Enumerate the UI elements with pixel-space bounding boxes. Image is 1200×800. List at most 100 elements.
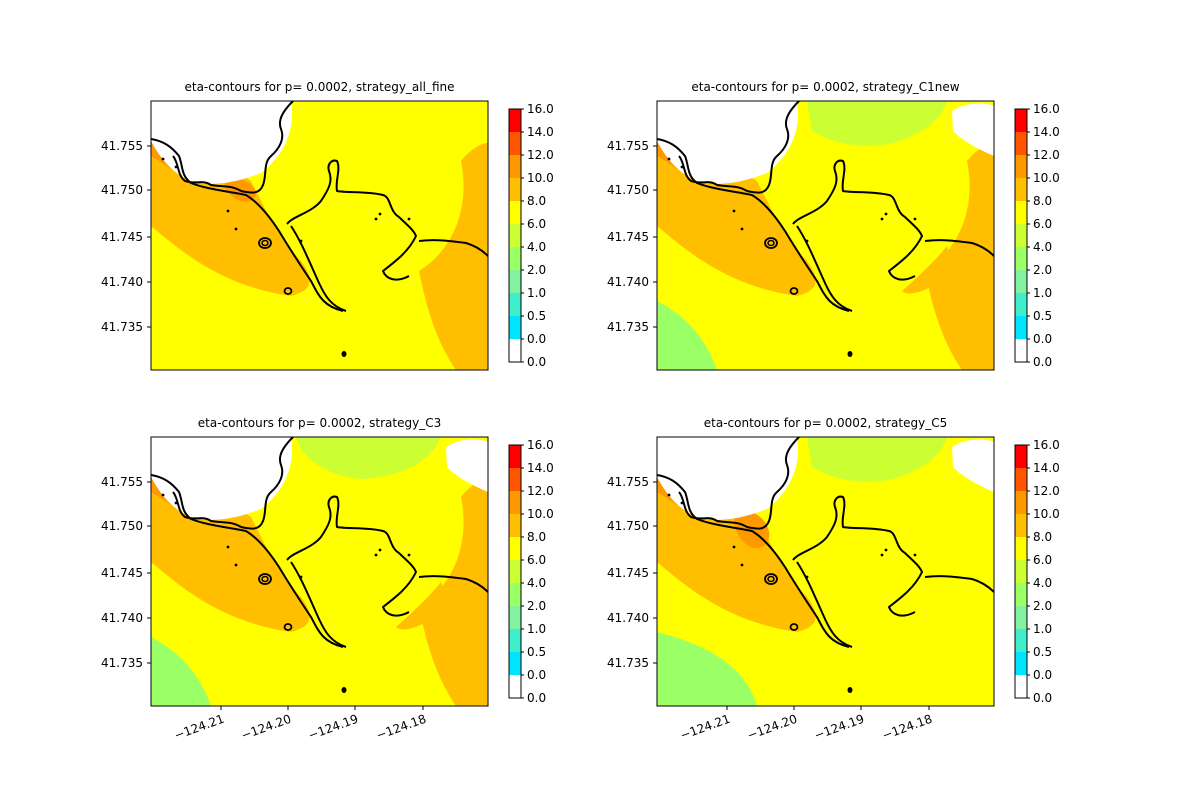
colorbar-tick-label: 6.0: [1033, 553, 1052, 567]
colorbar-tick-label: 0.0: [1033, 332, 1052, 346]
colorbar-tick-label: 8.0: [527, 530, 546, 544]
colorbar-segment: [509, 109, 521, 132]
colorbar-segment: [1015, 109, 1027, 132]
colorbar-tick-label: 2.0: [1033, 263, 1052, 277]
colorbar-tick-label: 2.0: [1033, 599, 1052, 613]
colorbar-tick-label: 10.0: [1033, 507, 1060, 521]
plot-frame: [150, 436, 489, 707]
colorbar-segment: [509, 491, 521, 514]
y-tick-label: 41.755: [101, 139, 143, 153]
colorbar-tick-label: 0.0: [527, 668, 546, 682]
panel-C5: eta-contours for p= 0.0002, strategy_C5 4…: [607, 416, 1060, 743]
contour-region: [952, 103, 994, 156]
colorbar: 0.0 0.0 0.5 1.0 2.0 4.0 6.0 8.0 10.0 12.0 14.0 16.0: [1014, 102, 1060, 369]
colorbar-tick-label: 0.0: [1033, 668, 1052, 682]
colorbar-segment: [509, 224, 521, 247]
colorbar-tick-label: 8.0: [1033, 530, 1052, 544]
colorbar-tick-label: 12.0: [527, 148, 554, 162]
y-tick-label: 41.755: [607, 475, 649, 489]
panel-title: eta-contours for p= 0.0002, strategy_C1n…: [691, 80, 959, 94]
contour-region: [151, 437, 293, 520]
colorbar-tick-label: 16.0: [527, 438, 554, 452]
colorbar-segment: [509, 606, 521, 629]
contour-region: [151, 101, 293, 184]
contour-region: [396, 582, 444, 630]
colorbar: 0.0 0.0 0.5 1.0 2.0 4.0 6.0 8.0 10.0 12.0 14.0 16.0: [1014, 438, 1060, 705]
colorbar-segment: [1015, 675, 1027, 698]
colorbar-segment: [1015, 560, 1027, 583]
y-tick-label: 41.740: [607, 275, 649, 289]
contour-region: [807, 437, 947, 482]
y-tick-label: 41.745: [101, 230, 143, 244]
contour-region: [925, 143, 994, 370]
colorbar-tick-label: 0.0: [1033, 355, 1052, 369]
colorbar-segment: [1015, 491, 1027, 514]
panel-C3: eta-contours for p= 0.0002, strategy_C3 4…: [101, 416, 554, 743]
panels: eta-contours for p= 0.0002, strategy_all…: [101, 80, 1060, 743]
colorbar-segment: [509, 652, 521, 675]
panel-title: eta-contours for p= 0.0002, strategy_C5: [704, 416, 947, 430]
colorbar-segment: [1015, 270, 1027, 293]
y-tick-label: 41.735: [607, 656, 649, 670]
y-tick-label: 41.735: [607, 320, 649, 334]
colorbar-segment: [1015, 293, 1027, 316]
colorbar-frame: [508, 108, 522, 363]
colorbar-tick-label: 0.5: [527, 309, 546, 323]
colorbar: 0.0 0.0 0.5 1.0 2.0 4.0 6.0 8.0 10.0 12.0 14.0 16.0: [508, 438, 554, 705]
colorbar-segment: [509, 583, 521, 606]
colorbar-frame: [508, 444, 522, 699]
contour-region: [807, 101, 947, 146]
contour-region: [419, 479, 488, 706]
colorbar-tick-label: 0.5: [527, 645, 546, 659]
colorbar-segment: [509, 629, 521, 652]
colorbar-segment: [1015, 316, 1027, 339]
colorbar-segment: [1015, 339, 1027, 362]
y-tick-label: 41.750: [607, 519, 649, 533]
colorbar-tick-label: 14.0: [1033, 461, 1060, 475]
colorbar: 0.0 0.0 0.5 1.0 2.0 4.0 6.0 8.0 10.0 12.0 14.0 16.0: [508, 102, 554, 369]
colorbar-tick-label: 1.0: [1033, 286, 1052, 300]
y-tick-label: 41.755: [101, 475, 143, 489]
colorbar-segment: [509, 514, 521, 537]
colorbar-segment: [1015, 155, 1027, 178]
colorbar-tick-label: 8.0: [1033, 194, 1052, 208]
contour-region: [657, 632, 757, 706]
colorbar-segment: [1015, 652, 1027, 675]
colorbar-frame: [1014, 444, 1028, 699]
colorbar-tick-label: 2.0: [527, 263, 546, 277]
colorbar-tick-label: 16.0: [527, 102, 554, 116]
colorbar-tick-label: 1.0: [527, 286, 546, 300]
y-tick-label: 41.745: [607, 566, 649, 580]
colorbar-segment: [1015, 445, 1027, 468]
colorbar-frame: [1014, 108, 1028, 363]
colorbar-segment: [509, 155, 521, 178]
colorbar-segment: [509, 316, 521, 339]
contour-region: [657, 437, 799, 520]
colorbar-segment: [509, 675, 521, 698]
colorbar-tick-label: 0.5: [1033, 645, 1052, 659]
colorbar-segment: [509, 293, 521, 316]
colorbar-segment: [1015, 537, 1027, 560]
colorbar-segment: [509, 339, 521, 362]
y-tick-label: 41.735: [101, 656, 143, 670]
colorbar-segment: [1015, 247, 1027, 270]
contour-fills: [657, 101, 994, 370]
colorbar-segment: [1015, 514, 1027, 537]
colorbar-tick-label: 4.0: [527, 576, 546, 590]
colorbar-tick-label: 16.0: [1033, 102, 1060, 116]
colorbar-tick-label: 10.0: [527, 171, 554, 185]
colorbar-tick-label: 1.0: [527, 622, 546, 636]
colorbar-tick-label: 12.0: [1033, 484, 1060, 498]
colorbar-tick-label: 4.0: [1033, 576, 1052, 590]
y-tick-label: 41.750: [101, 519, 143, 533]
colorbar-tick-label: 0.0: [527, 332, 546, 346]
colorbar-tick-label: 6.0: [527, 553, 546, 567]
y-tick-label: 41.750: [101, 183, 143, 197]
contour-fills: [151, 101, 488, 370]
contour-fills: [151, 437, 488, 706]
colorbar-tick-label: 14.0: [1033, 125, 1060, 139]
y-tick-label: 41.745: [101, 566, 143, 580]
colorbar-segment: [509, 537, 521, 560]
colorbar-tick-label: 2.0: [527, 599, 546, 613]
